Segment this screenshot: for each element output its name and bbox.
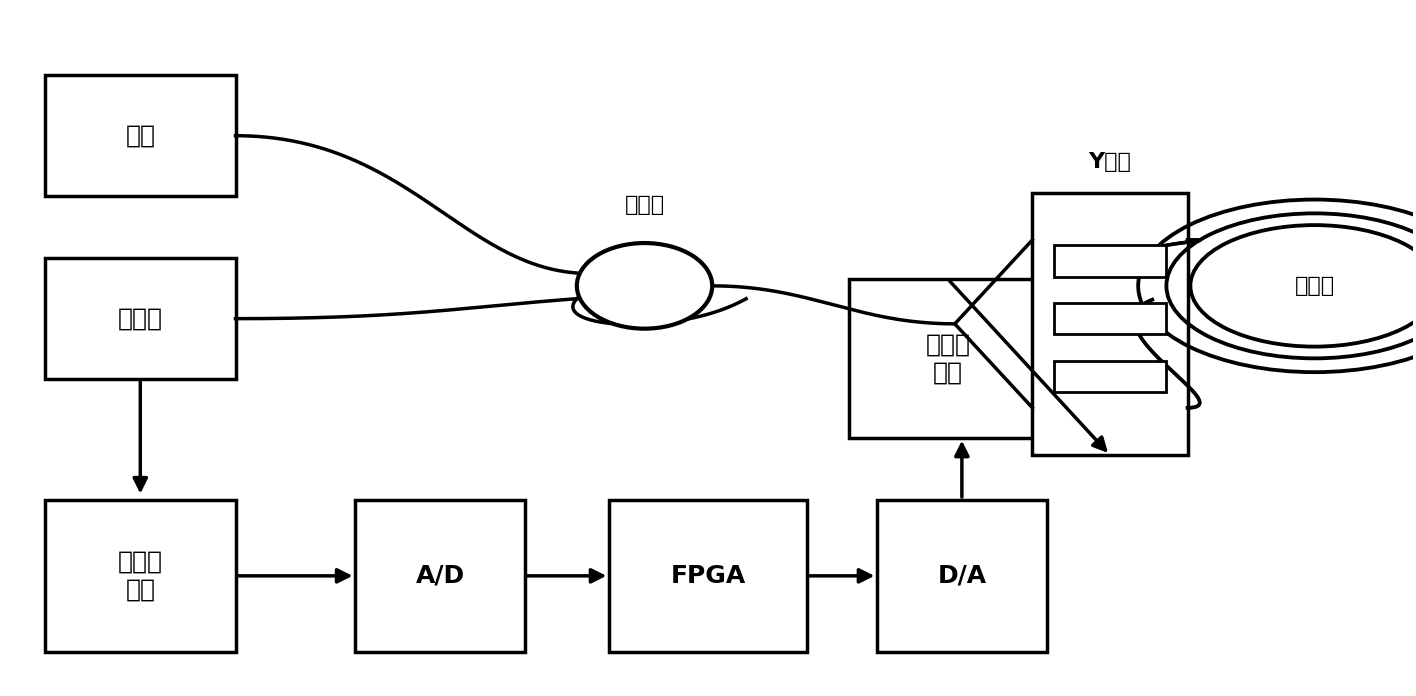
Bar [878,500,1046,651]
Bar [355,500,525,651]
Bar [1054,361,1165,392]
Circle shape [1214,236,1416,335]
Text: 前置放
大器: 前置放 大器 [118,550,163,602]
Polygon shape [954,240,1032,408]
Bar [1032,193,1188,455]
Bar [609,500,807,651]
Text: 探测器: 探测器 [118,307,163,331]
Text: Y波导: Y波导 [1089,152,1131,172]
Text: 光源: 光源 [125,124,156,148]
Text: A/D: A/D [415,564,464,588]
Text: 后置放
大器: 后置放 大器 [925,333,970,384]
Bar [850,279,1046,438]
Text: 光纤环: 光纤环 [1294,276,1334,296]
Text: FPGA: FPGA [670,564,746,588]
Bar [1054,303,1165,334]
Ellipse shape [576,243,712,329]
Text: D/A: D/A [937,564,987,588]
Bar [45,500,235,651]
Bar [1054,245,1165,276]
Bar [45,75,235,196]
Bar [45,258,235,379]
Polygon shape [1134,240,1199,408]
Text: 耦合器: 耦合器 [624,196,664,216]
